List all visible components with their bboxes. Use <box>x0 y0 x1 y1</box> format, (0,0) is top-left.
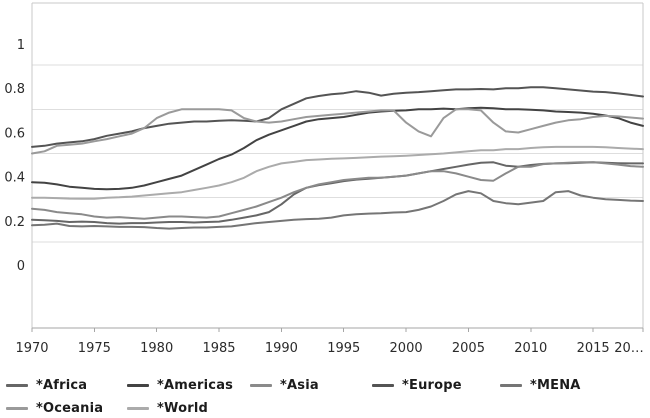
legend-item-americas: *Americas <box>127 375 233 395</box>
x-axis-label-2005: 2005 <box>452 341 485 356</box>
series-line-europe <box>31 86 644 148</box>
y-axis-label-0.8: 0.8 <box>4 82 25 97</box>
y-axis-label-0: 0 <box>17 259 25 274</box>
legend-label-oceania: *Oceania <box>36 400 104 416</box>
x-axis-label-2010: 2010 <box>514 341 547 356</box>
x-axis-label-20…: 20… <box>614 341 644 356</box>
legend-item-asia: *Asia <box>250 375 319 395</box>
series-line-asia <box>31 161 644 220</box>
series-line-mena <box>31 190 644 230</box>
legend-label-world: *World <box>157 400 208 416</box>
series-line-world <box>31 145 644 200</box>
x-axis-label-1985: 1985 <box>202 341 235 356</box>
legend-label-americas: *Americas <box>157 377 234 393</box>
x-axis-label-1980: 1980 <box>140 341 173 356</box>
legend-swatch-africa <box>6 383 28 387</box>
legend-swatch-europe <box>372 383 394 387</box>
legend-label-mena: *MENA <box>530 377 581 393</box>
x-axis-label-1990: 1990 <box>265 341 298 356</box>
legend-swatch-world <box>127 406 149 410</box>
legend-item-africa: *Africa <box>6 375 87 395</box>
x-axis-label-2015: 2015 <box>577 341 610 356</box>
legend-swatch-americas <box>127 383 149 387</box>
x-axis-label-1975: 1975 <box>78 341 111 356</box>
legend-swatch-oceania <box>6 406 28 410</box>
legend-item-world: *World <box>127 398 208 418</box>
legend-swatch-asia <box>250 383 272 387</box>
y-axis-label-0.6: 0.6 <box>4 126 25 141</box>
chart-legend: *Africa *Americas *Asia *Europe *MENA *Oceani… <box>0 375 650 418</box>
chart-plot-area: 1970 1975 1980 1985 1990 1995 2000 2005 2010 2015… <box>4 2 644 356</box>
y-axis-label-0.4: 0.4 <box>4 171 25 186</box>
legend-swatch-mena <box>500 383 522 387</box>
series-line-americas <box>31 106 644 191</box>
y-axis-label-1: 1 <box>17 38 25 53</box>
legend-label-asia: *Asia <box>280 377 319 393</box>
legend-item-europe: *Europe <box>372 375 462 395</box>
legend-item-mena: *MENA <box>500 375 581 395</box>
series-line-oceania <box>31 108 644 155</box>
legend-item-oceania: *Oceania <box>6 398 103 418</box>
x-axis-label-2000: 2000 <box>390 341 423 356</box>
x-axis-label-1970: 1970 <box>15 341 48 356</box>
legend-label-africa: *Africa <box>36 377 88 393</box>
legend-label-europe: *Europe <box>402 377 462 393</box>
series-line-africa <box>31 161 644 225</box>
y-axis-label-0.2: 0.2 <box>4 215 25 230</box>
x-axis-label-1995: 1995 <box>327 341 360 356</box>
